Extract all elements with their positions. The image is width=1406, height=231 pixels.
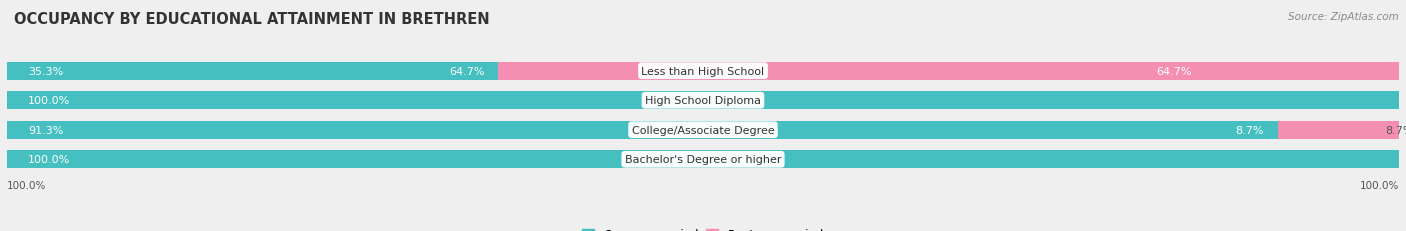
Text: 64.7%: 64.7% [1156, 67, 1191, 76]
Bar [7, 121, 1278, 139]
Text: 100.0%: 100.0% [28, 155, 70, 164]
Bar [498, 62, 1399, 81]
Text: OCCUPANCY BY EDUCATIONAL ATTAINMENT IN BRETHREN: OCCUPANCY BY EDUCATIONAL ATTAINMENT IN B… [14, 12, 489, 27]
Text: 100.0%: 100.0% [1360, 180, 1399, 190]
Text: 35.3%: 35.3% [28, 67, 63, 76]
Bar [7, 62, 498, 81]
Bar [7, 92, 1399, 110]
Text: 64.7%: 64.7% [449, 67, 485, 76]
Text: 100.0%: 100.0% [7, 180, 46, 190]
Text: Bachelor's Degree or higher: Bachelor's Degree or higher [624, 155, 782, 164]
Text: 8.7%: 8.7% [1385, 125, 1406, 135]
Text: Less than High School: Less than High School [641, 67, 765, 76]
Bar [7, 62, 1399, 81]
Bar [7, 121, 1399, 139]
Bar [1278, 121, 1399, 139]
Text: 8.7%: 8.7% [1236, 125, 1264, 135]
Bar [7, 150, 1399, 169]
Bar [7, 150, 1399, 169]
Text: Source: ZipAtlas.com: Source: ZipAtlas.com [1288, 12, 1399, 21]
Bar [7, 92, 1399, 110]
Text: High School Diploma: High School Diploma [645, 96, 761, 106]
Text: College/Associate Degree: College/Associate Degree [631, 125, 775, 135]
Legend: Owner-occupied, Renter-occupied: Owner-occupied, Renter-occupied [578, 223, 828, 231]
Text: 91.3%: 91.3% [28, 125, 63, 135]
Text: 100.0%: 100.0% [28, 96, 70, 106]
